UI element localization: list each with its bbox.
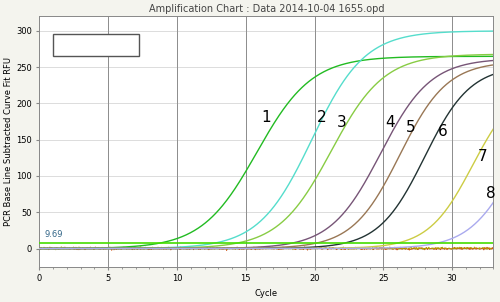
Title: Amplification Chart : Data 2014-10-04 1655.opd: Amplification Chart : Data 2014-10-04 16… <box>148 4 384 14</box>
Text: 9.69: 9.69 <box>45 230 64 239</box>
Bar <box>53 34 140 56</box>
X-axis label: Cycle: Cycle <box>255 289 278 298</box>
Y-axis label: PCR Base Line Subtracted Curve Fit RFU: PCR Base Line Subtracted Curve Fit RFU <box>4 57 13 226</box>
Text: 3: 3 <box>337 115 347 130</box>
Text: 1: 1 <box>262 110 271 124</box>
Text: 2: 2 <box>316 110 326 124</box>
Text: 8: 8 <box>486 186 496 201</box>
Text: 5: 5 <box>406 120 415 135</box>
Text: 6: 6 <box>438 124 448 139</box>
Text: 7: 7 <box>478 149 487 164</box>
Text: 4: 4 <box>386 115 395 130</box>
